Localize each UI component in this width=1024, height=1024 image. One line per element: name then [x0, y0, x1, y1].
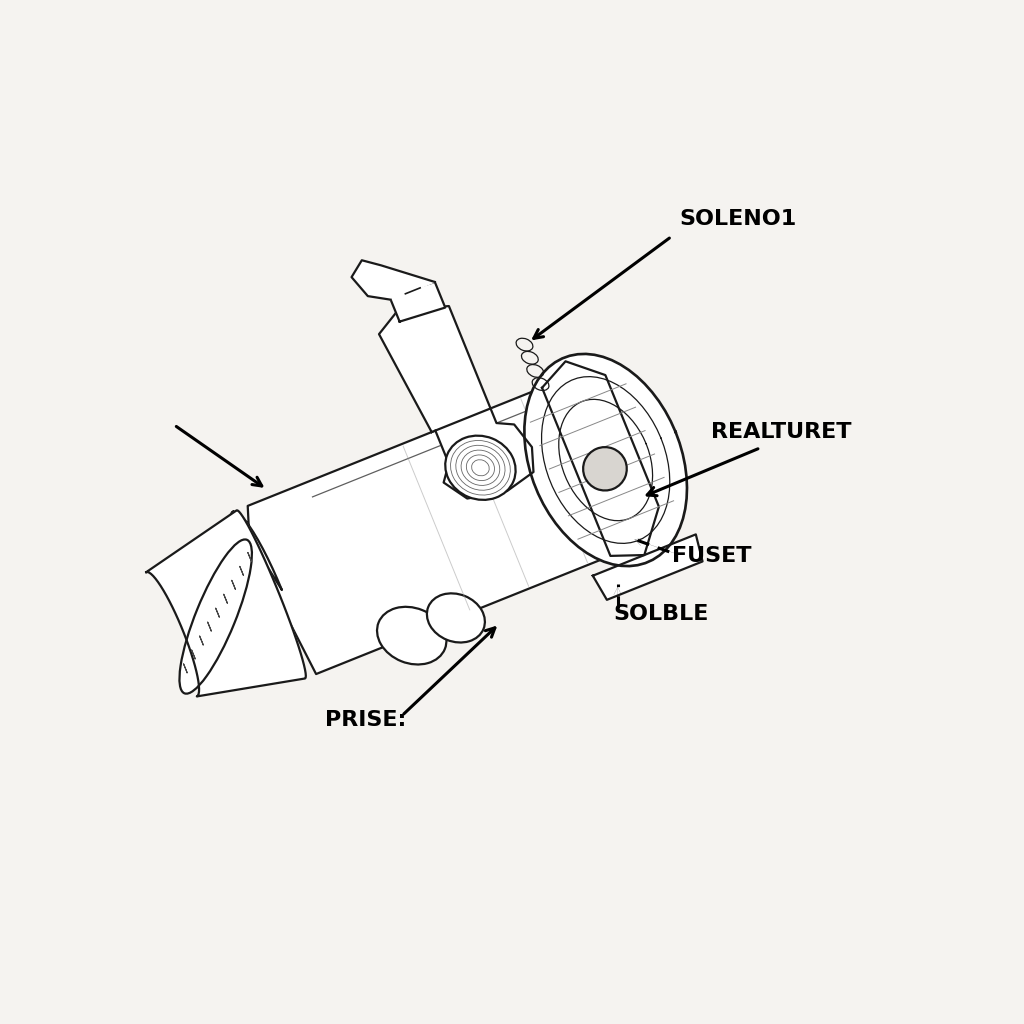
Ellipse shape	[583, 447, 627, 490]
Polygon shape	[351, 260, 435, 300]
Ellipse shape	[179, 540, 252, 693]
Polygon shape	[389, 282, 445, 322]
Text: FUSET: FUSET	[672, 546, 752, 566]
Polygon shape	[230, 376, 640, 674]
Polygon shape	[435, 409, 534, 499]
Ellipse shape	[445, 435, 516, 500]
Polygon shape	[379, 306, 490, 432]
Text: SOLENO1: SOLENO1	[680, 209, 797, 229]
Polygon shape	[146, 510, 306, 696]
Text: SOLBLE: SOLBLE	[613, 603, 709, 624]
Ellipse shape	[427, 593, 485, 642]
Text: REALTURET: REALTURET	[712, 422, 852, 442]
Polygon shape	[524, 354, 687, 566]
Text: PRISE:: PRISE:	[325, 710, 407, 730]
Polygon shape	[542, 361, 658, 556]
Polygon shape	[593, 535, 702, 600]
Ellipse shape	[377, 607, 446, 665]
